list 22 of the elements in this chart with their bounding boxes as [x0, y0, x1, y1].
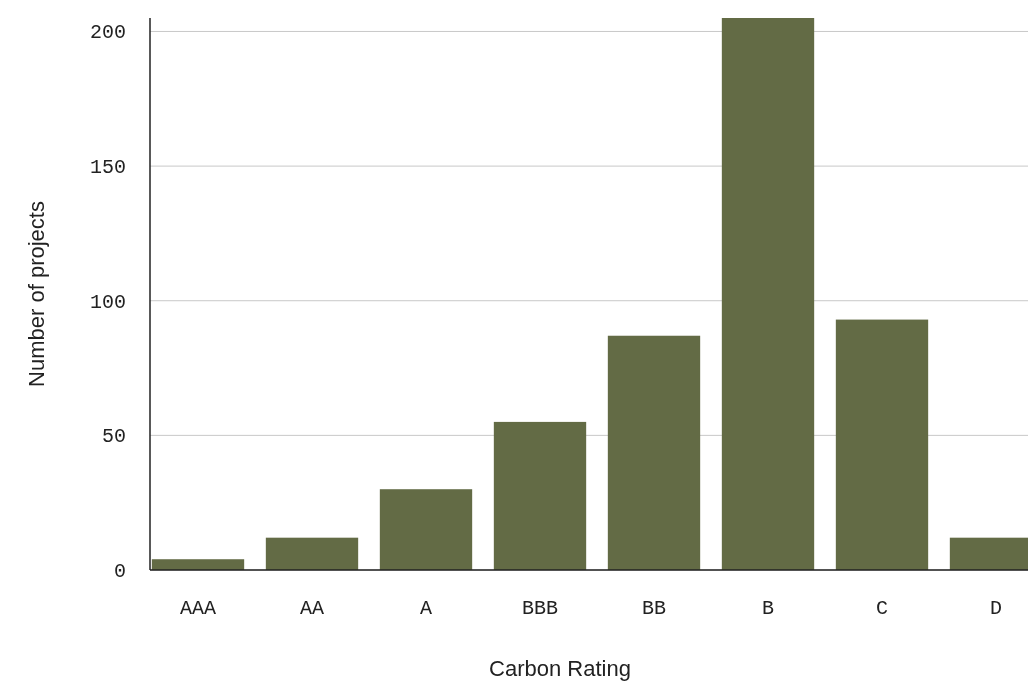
y-tick-label: 100 — [89, 290, 126, 314]
bar — [835, 319, 929, 570]
y-tick-label: 0 — [113, 560, 126, 583]
x-tick-label: A — [419, 597, 433, 620]
y-tick-label: 150 — [89, 156, 126, 180]
bar — [379, 489, 473, 570]
bar — [721, 18, 815, 570]
bar — [607, 335, 701, 570]
y-axis-title: Number of projects — [24, 201, 49, 387]
x-tick-label: AA — [299, 597, 325, 620]
x-tick-label: BBB — [521, 597, 559, 620]
bar — [151, 559, 245, 570]
x-tick-label: AAA — [179, 597, 217, 620]
x-tick-label: B — [761, 597, 775, 620]
x-axis-title: Carbon Rating — [489, 656, 631, 681]
bar — [265, 537, 359, 570]
y-tick-label: 50 — [101, 425, 126, 449]
x-tick-label: BB — [641, 597, 667, 620]
x-tick-label: D — [989, 597, 1003, 620]
x-tick-label: C — [875, 597, 889, 620]
y-tick-label: 200 — [89, 21, 126, 45]
bar — [493, 421, 587, 570]
